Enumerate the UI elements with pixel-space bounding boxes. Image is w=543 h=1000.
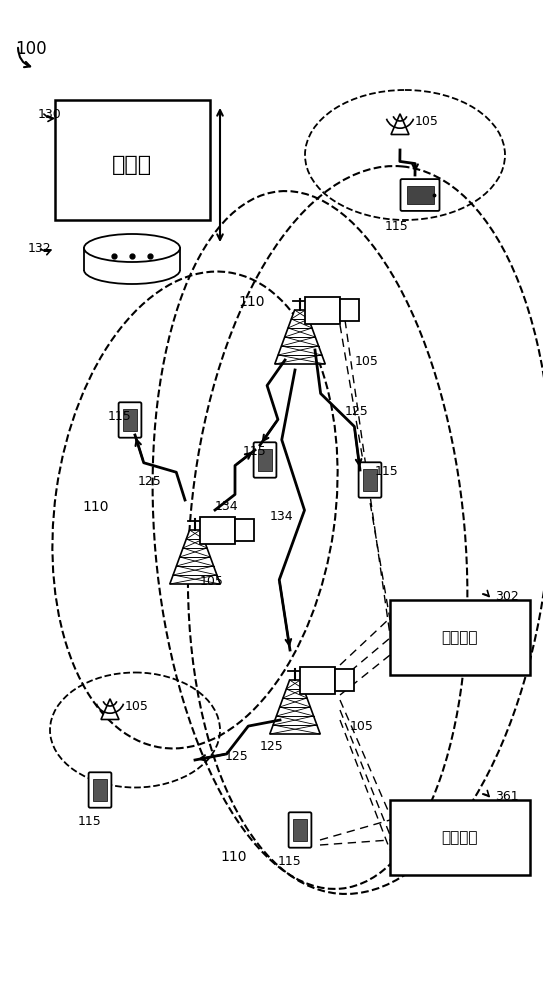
- Bar: [407, 186, 433, 204]
- Text: 115: 115: [243, 445, 267, 458]
- Bar: [363, 469, 377, 491]
- Text: 105: 105: [355, 355, 379, 368]
- Text: 125: 125: [225, 750, 249, 763]
- Text: 110: 110: [238, 295, 264, 309]
- Polygon shape: [101, 699, 119, 720]
- Bar: [334, 669, 355, 691]
- Bar: [257, 449, 273, 471]
- Polygon shape: [170, 530, 220, 584]
- Bar: [390, 600, 530, 675]
- Bar: [293, 819, 307, 841]
- Text: 110: 110: [82, 500, 109, 514]
- Bar: [200, 516, 235, 544]
- Bar: [55, 100, 210, 220]
- Text: 105: 105: [200, 575, 224, 588]
- Text: 134: 134: [215, 500, 238, 513]
- Text: 105: 105: [350, 720, 374, 733]
- Text: 132: 132: [28, 242, 52, 255]
- Text: 115: 115: [108, 410, 132, 423]
- FancyBboxPatch shape: [401, 179, 439, 211]
- Bar: [390, 800, 530, 875]
- Text: 125: 125: [138, 475, 162, 488]
- Polygon shape: [275, 310, 325, 364]
- FancyBboxPatch shape: [254, 442, 276, 478]
- Text: 125: 125: [260, 740, 284, 753]
- Text: 115: 115: [278, 855, 302, 868]
- Text: 110: 110: [220, 850, 247, 864]
- FancyBboxPatch shape: [89, 772, 111, 808]
- Text: 134: 134: [270, 510, 294, 523]
- Ellipse shape: [84, 234, 180, 262]
- Bar: [92, 779, 108, 801]
- FancyBboxPatch shape: [288, 812, 311, 848]
- Text: 核心网: 核心网: [112, 155, 152, 175]
- Text: 125: 125: [345, 405, 369, 418]
- Text: 115: 115: [375, 465, 399, 478]
- Text: 105: 105: [415, 115, 439, 128]
- Text: 100: 100: [15, 40, 47, 58]
- Text: 361: 361: [495, 790, 519, 803]
- Text: 302: 302: [495, 590, 519, 603]
- Polygon shape: [270, 680, 320, 734]
- FancyBboxPatch shape: [358, 462, 381, 498]
- Text: 105: 105: [125, 700, 149, 713]
- Bar: [339, 299, 359, 321]
- Bar: [235, 519, 255, 541]
- FancyBboxPatch shape: [118, 402, 141, 438]
- Bar: [300, 666, 334, 694]
- Text: 通信组件: 通信组件: [442, 830, 478, 846]
- Polygon shape: [391, 114, 409, 134]
- Text: 115: 115: [385, 220, 409, 233]
- Text: 调度组件: 调度组件: [442, 631, 478, 646]
- Bar: [305, 296, 339, 324]
- Text: 115: 115: [78, 815, 102, 828]
- Bar: [123, 409, 137, 431]
- Text: 130: 130: [38, 108, 62, 121]
